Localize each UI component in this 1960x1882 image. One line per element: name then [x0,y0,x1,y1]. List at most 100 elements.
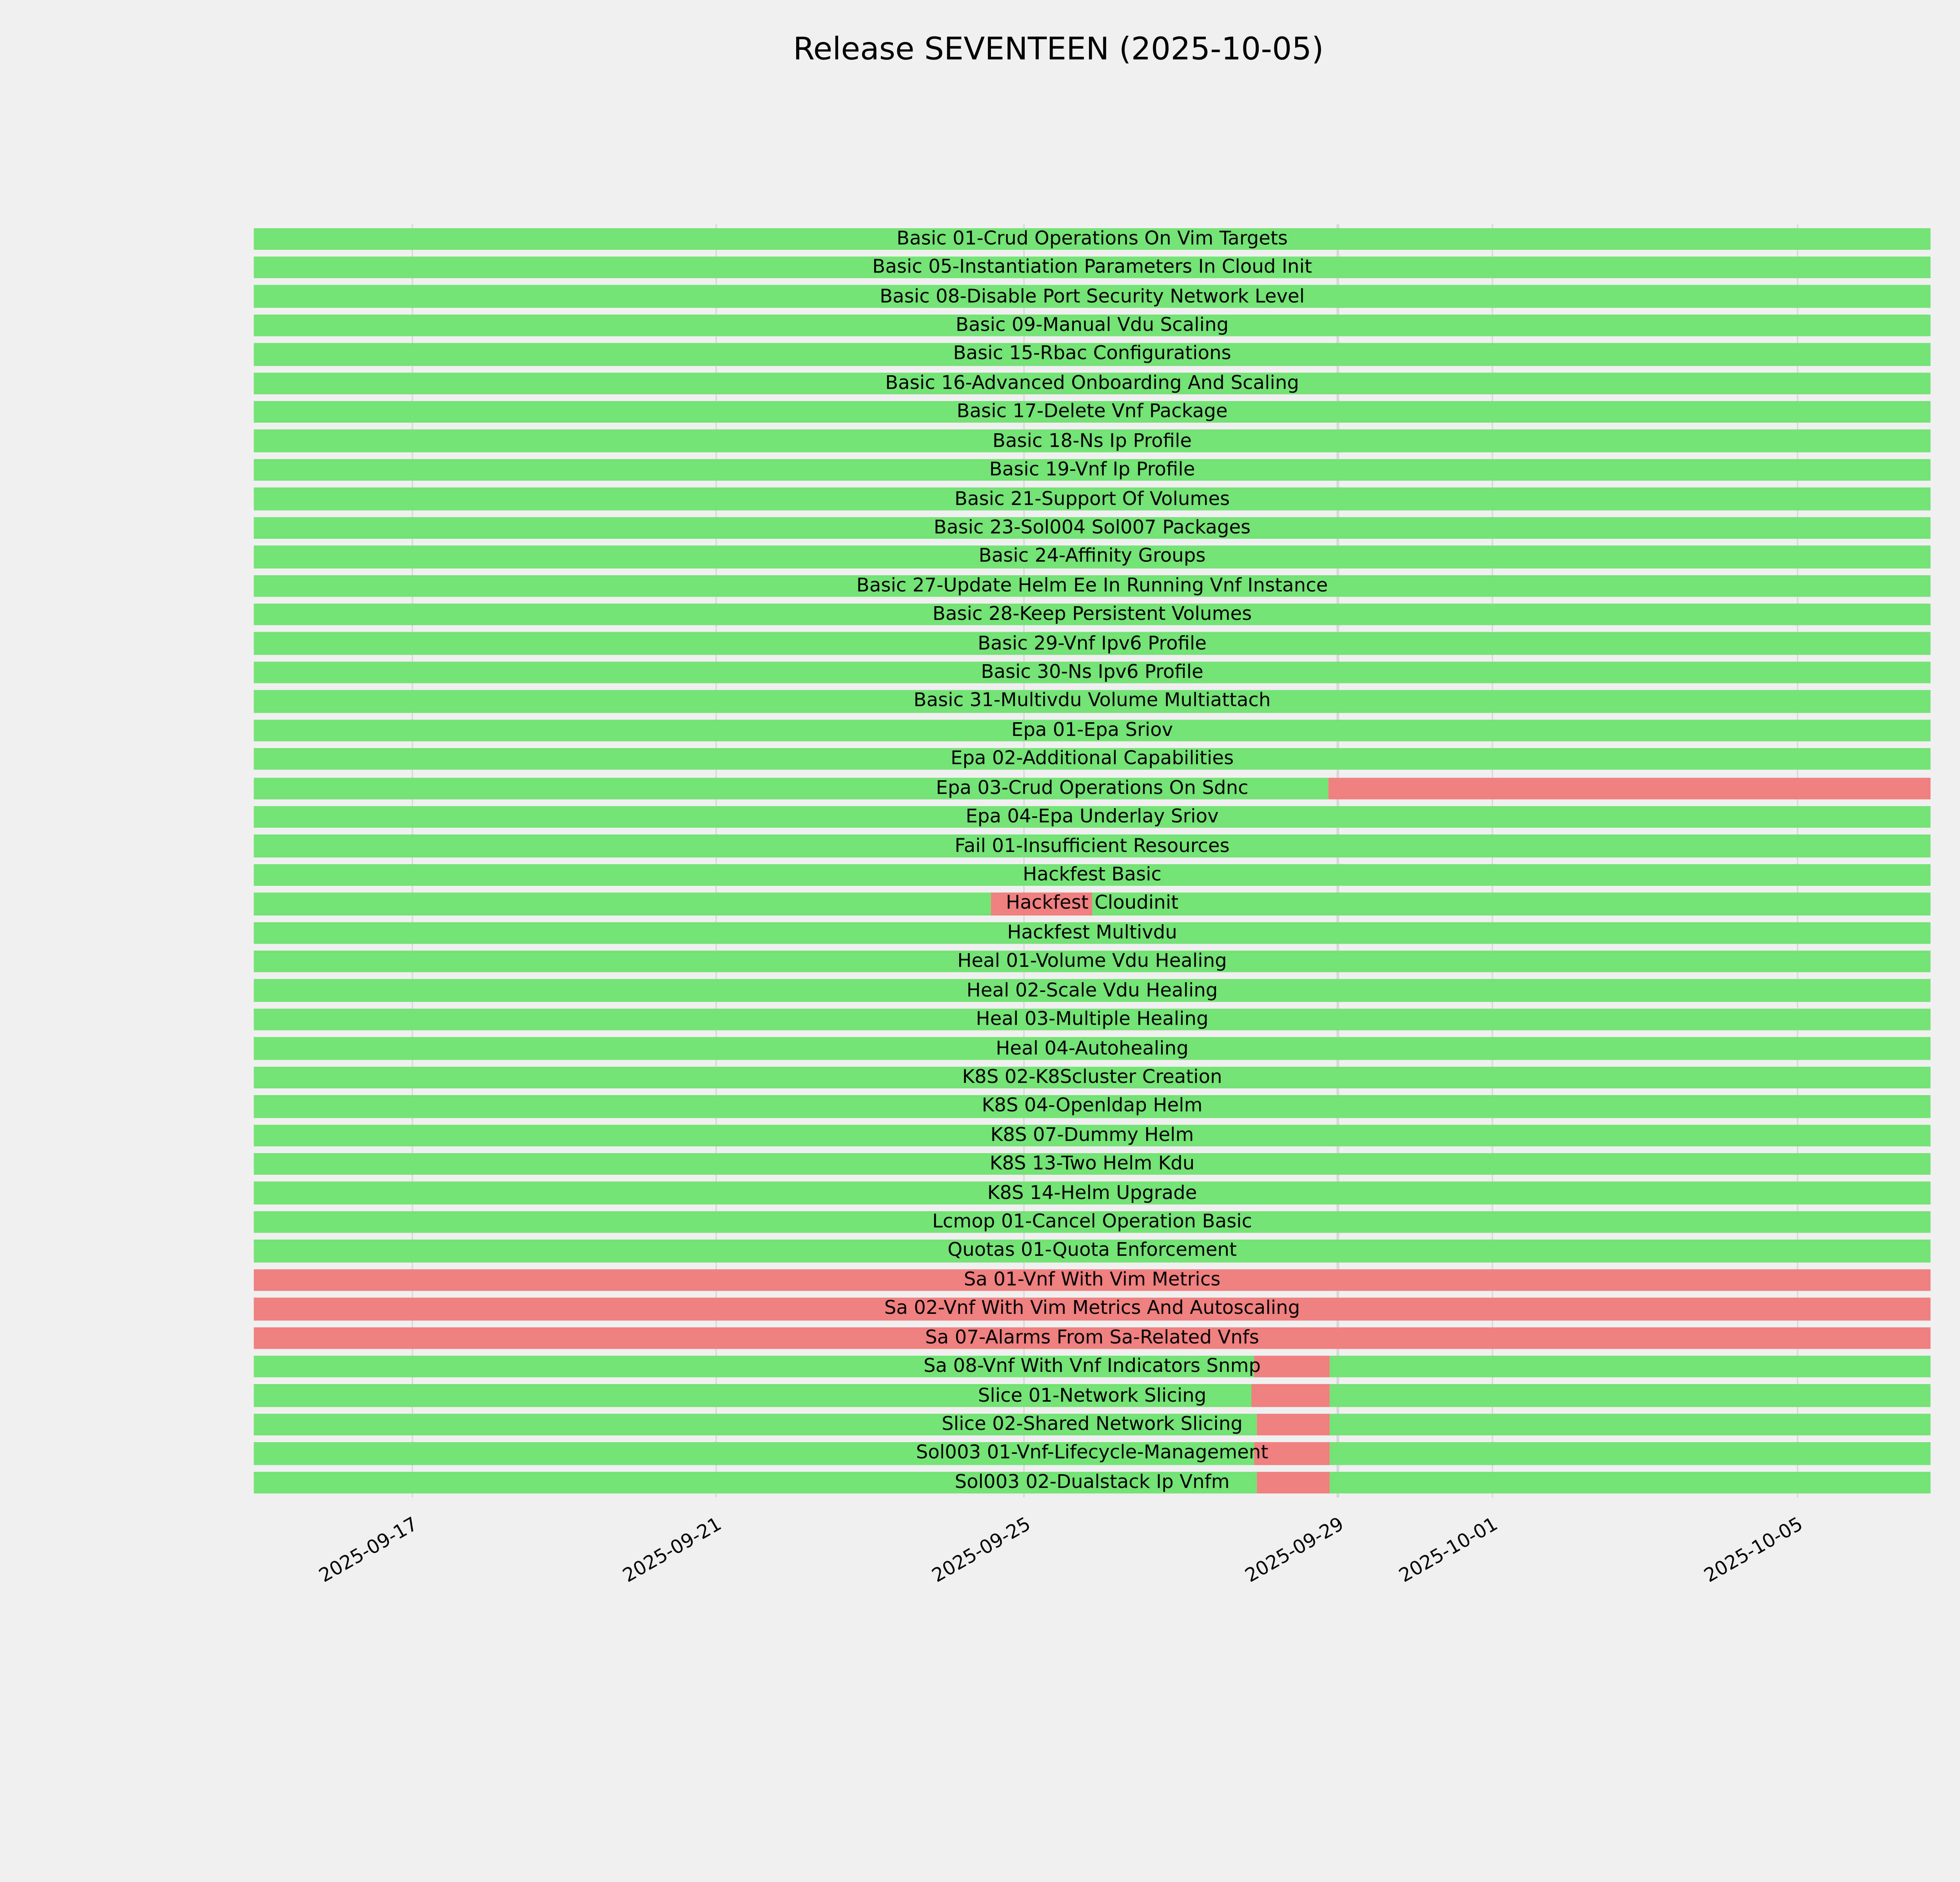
bar-segment-pass [254,256,1931,279]
bar-segment-pass [1330,1442,1931,1465]
task-label: Sa 02-Vnf With Vim Metrics And Autoscali… [884,1298,1300,1320]
x-tick-label: 2025-09-17 [316,1513,423,1588]
task-label: Epa 01-Epa Sriov [1011,719,1173,741]
task-row: Heal 03-Multiple Healing [254,1005,1931,1034]
bar-segment-pass [254,864,1931,886]
task-row: Slice 02-Shared Network Slicing [254,1410,1931,1439]
task-row: Basic 19-Vnf Ip Profile [254,456,1931,485]
plot-area: Basic 01-Crud Operations On Vim Targets B… [254,224,1931,1498]
bar-segment-pass [254,1384,1252,1407]
task-label: Epa 02-Additional Capabilities [950,748,1234,770]
grid-line [1023,224,1025,1498]
bar-segment-pass [254,372,1931,394]
task-label: Basic 01-Crud Operations On Vim Targets [897,227,1288,250]
task-label: Fail 01-Insufficient Resources [955,835,1230,857]
task-bar [254,456,1931,485]
task-row: Heal 01-Volume Vdu Healing [254,947,1931,976]
task-row: Epa 03-Crud Operations On Sdnc [254,774,1931,803]
gridlines [254,224,1930,1498]
task-bar [254,947,1931,976]
task-label: Basic 24-Affinity Groups [978,546,1206,568]
bar-segment-pass [254,574,1931,597]
bar-segment-pass [254,1066,1931,1089]
bar-segment-pass [254,603,1931,626]
bar-segment-fail [1256,1471,1330,1494]
chart-title: Release SEVENTEEN (2025-10-05) [793,32,1324,68]
task-label: K8S 13-Two Helm Kdu [989,1153,1195,1175]
x-tick-label: 2025-10-01 [1396,1513,1502,1588]
task-bar [254,340,1931,369]
task-bar [254,918,1931,947]
task-bar [254,485,1931,514]
task-label: Basic 23-Sol004 Sol007 Packages [933,517,1251,539]
grid-line [411,224,413,1498]
bar-segment-fail [1254,1355,1330,1378]
task-row: Fail 01-Insufficient Resources [254,832,1931,861]
bar-segment-pass [1330,1471,1931,1494]
bar-segment-pass [254,1095,1931,1117]
task-row: Lcmop 01-Cancel Operation Basic [254,1208,1931,1237]
task-bar [254,687,1931,716]
task-bar [254,1179,1931,1208]
task-row: Basic 18-Ns Ip Profile [254,427,1931,456]
task-row: Basic 17-Delete Vnf Package [254,398,1931,427]
bar-segment-pass [254,690,1931,713]
task-bar [254,658,1931,687]
bar-segment-fail [1254,1442,1330,1465]
bar-segment-pass [254,1008,1931,1031]
bar-segment-pass [254,806,1931,828]
task-bar [254,1352,1931,1381]
bar-segment-fail [254,1269,1931,1291]
bar-segment-pass [254,488,1931,510]
task-label: Sa 07-Alarms From Sa-Related Vnfs [925,1327,1259,1349]
task-label: K8S 07-Dummy Helm [990,1124,1194,1146]
task-row: K8S 04-Openldap Helm [254,1092,1931,1121]
task-bar [254,832,1931,861]
task-bar [254,398,1931,427]
x-tick-label: 2025-09-25 [928,1513,1034,1588]
task-label: Basic 09-Manual Vdu Scaling [955,314,1229,336]
task-bar [254,311,1931,340]
bar-segment-pass [254,1124,1931,1146]
task-bar [254,369,1931,398]
task-bar [254,1323,1931,1352]
bar-segment-pass [254,1355,1255,1378]
bar-segment-pass [254,227,1931,250]
task-label: Basic 18-Ns Ip Profile [992,430,1192,452]
task-label: Lcmop 01-Cancel Operation Basic [932,1211,1252,1233]
task-label: K8S 14-Helm Upgrade [987,1182,1197,1204]
task-row: Basic 05-Instantiation Parameters In Clo… [254,253,1931,282]
task-label: Sol003 02-Dualstack Ip Vnfm [955,1471,1230,1493]
task-label: Basic 15-Rbac Configurations [953,343,1231,365]
task-label: Basic 30-Ns Ipv6 Profile [981,661,1203,683]
task-bar [254,427,1931,456]
task-row: Sa 07-Alarms From Sa-Related Vnfs [254,1323,1931,1352]
task-label: Hackfest Basic [1023,864,1162,886]
task-label: Basic 28-Keep Persistent Volumes [932,604,1252,626]
x-tick-label: 2025-09-21 [620,1513,726,1588]
task-row: K8S 02-K8Scluster Creation [254,1063,1931,1092]
bar-segment-pass [254,748,1931,770]
task-bar [254,774,1931,803]
task-bar [254,1439,1931,1468]
bar-segment-pass [254,1211,1931,1233]
bar-segment-pass [254,1182,1931,1204]
task-bar [254,716,1931,745]
task-bar [254,253,1931,282]
task-row: Sa 01-Vnf With Vim Metrics [254,1266,1931,1295]
task-bar [254,571,1931,600]
bar-segment-pass [1092,893,1931,915]
task-row: K8S 14-Helm Upgrade [254,1179,1931,1208]
bar-segment-fail [254,1297,1931,1320]
bar-segment-pass [254,459,1931,481]
grid-line [1337,224,1339,1498]
task-bar [254,1381,1931,1410]
task-label: K8S 04-Openldap Helm [982,1095,1203,1117]
task-bar [254,1121,1931,1150]
bar-segment-pass [1330,1384,1931,1407]
bar-segment-pass [254,314,1931,337]
task-label: K8S 02-K8Scluster Creation [962,1066,1222,1088]
task-label: Heal 01-Volume Vdu Healing [957,951,1227,973]
task-row: Basic 27-Update Helm Ee In Running Vnf I… [254,571,1931,600]
